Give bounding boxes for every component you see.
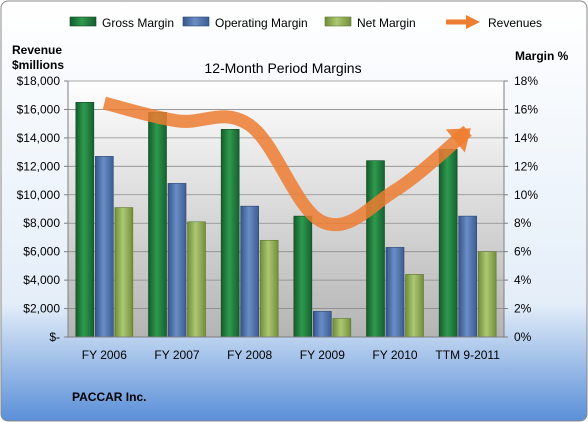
right-tick-label: 8% (514, 216, 532, 230)
bar-operating-margin (95, 156, 114, 338)
right-axis-ticks: 0% 2% 4% 6% 8% 10% 12% 14% 16% 18% (504, 74, 538, 344)
bar-gross-margin (148, 111, 167, 338)
revenue-line (102, 96, 472, 232)
company-name: PACCAR Inc. (72, 390, 146, 404)
bar-gross-margin (75, 102, 95, 338)
gridlines (68, 80, 504, 309)
revenue-line-path (102, 96, 472, 232)
x-tick-label: FY 2010 (372, 348, 417, 362)
chart-title: 12-Month Period Margins (204, 60, 361, 76)
right-tick-label: 0% (514, 330, 532, 344)
right-tick-label: 18% (514, 74, 538, 88)
x-tick-label: FY 2008 (227, 348, 272, 362)
legend-swatch-gross-margin (69, 16, 97, 27)
x-tick-label: FY 2006 (82, 348, 127, 362)
legend-swatch-operating-margin (182, 16, 210, 27)
revenue-arrow-icon (445, 128, 471, 153)
bar-gross-margin (220, 129, 240, 338)
left-axis-label-line2: $millions (12, 58, 64, 72)
bar-operating-margin (167, 183, 187, 338)
bar-operating-margin (458, 215, 477, 338)
bar-net-margin (332, 318, 352, 338)
legend-label-net-margin: Net Margin (357, 16, 416, 30)
x-tick-label: TTM 9-2011 (435, 348, 500, 362)
bar-operating-margin (385, 247, 405, 338)
bar-gross-margin (366, 160, 385, 338)
left-tick-label: $2,000 (23, 302, 60, 316)
legend: Gross Margin Operating Margin Net Margin… (69, 15, 542, 30)
left-tick-label: $14,000 (17, 131, 61, 145)
right-axis-label: Margin % (515, 49, 569, 63)
bar-net-margin (114, 207, 134, 338)
left-tick-label: $8,000 (23, 216, 60, 230)
right-tick-label: 6% (514, 245, 532, 259)
legend-label-gross-margin: Gross Margin (102, 16, 174, 30)
plot-area (68, 81, 504, 337)
legend-label-operating-margin: Operating Margin (215, 16, 308, 30)
bar-gross-margin (438, 148, 458, 338)
left-axis-ticks: $- $2,000 $4,000 $6,000 $8,000 $10,000 $12,000… (17, 74, 68, 344)
legend-swatch-net-margin (324, 16, 352, 27)
left-tick-label: $6,000 (23, 245, 60, 259)
bar-gross-margin (293, 215, 313, 338)
left-tick-label: $- (49, 330, 60, 344)
x-tick-label: FY 2009 (300, 348, 345, 362)
bars (75, 102, 497, 338)
x-tick-label: FY 2007 (154, 348, 199, 362)
bar-operating-margin (240, 205, 259, 338)
left-tick-label: $18,000 (17, 74, 61, 88)
bar-net-margin (477, 251, 497, 338)
left-tick-label: $10,000 (17, 188, 61, 202)
left-tick-label: $4,000 (23, 273, 60, 287)
legend-label-revenues: Revenues (488, 16, 542, 30)
right-tick-label: 16% (514, 102, 538, 116)
right-tick-label: 14% (514, 131, 538, 145)
legend-arrow-icon (466, 15, 480, 29)
left-tick-label: $16,000 (17, 102, 61, 116)
bar-net-margin (259, 239, 279, 338)
right-tick-label: 10% (514, 188, 538, 202)
bar-net-margin (187, 221, 206, 338)
right-tick-label: 12% (514, 159, 538, 173)
left-axis-label-line1: Revenue (12, 43, 62, 57)
bar-operating-margin (313, 311, 332, 338)
right-tick-label: 4% (514, 273, 532, 287)
left-tick-label: $12,000 (17, 159, 61, 173)
right-tick-label: 2% (514, 302, 532, 316)
x-axis-labels: FY 2006 FY 2007 FY 2008 FY 2009 FY 2010 TTM 9… (82, 348, 500, 362)
axes (67, 81, 505, 338)
bar-net-margin (405, 274, 424, 338)
